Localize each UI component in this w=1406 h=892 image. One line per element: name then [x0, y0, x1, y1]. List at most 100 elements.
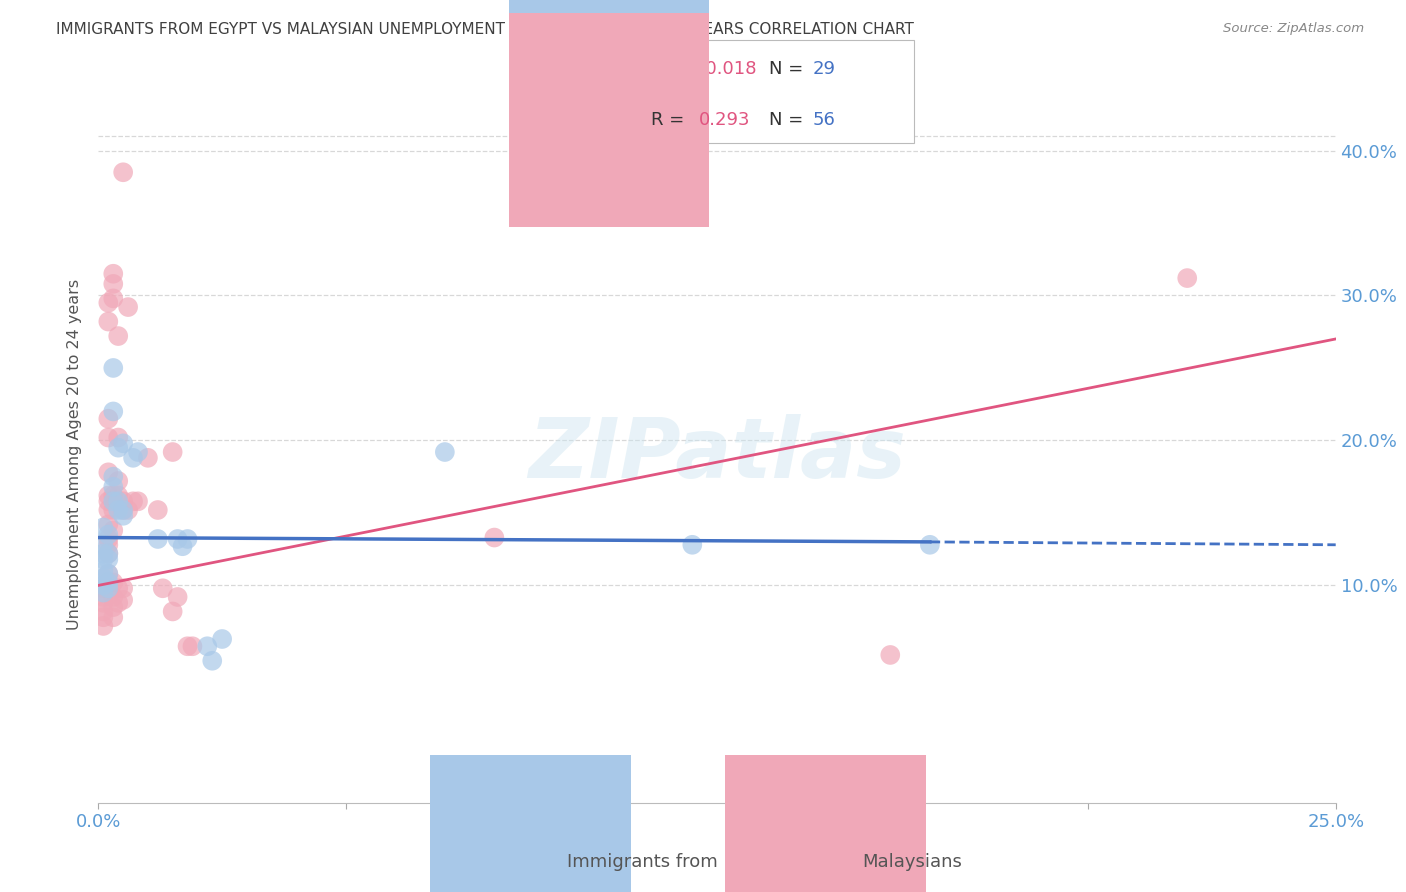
Point: [103, 469, 125, 483]
Point: [879, 648, 901, 662]
Point: [112, 503, 135, 517]
Point: [107, 430, 129, 444]
Point: [1175, 271, 1198, 285]
Point: [195, 639, 218, 653]
Point: [93, 582, 115, 596]
Text: 0.293: 0.293: [699, 112, 751, 129]
Y-axis label: Unemployment Among Ages 20 to 24 years: Unemployment Among Ages 20 to 24 years: [67, 279, 83, 631]
Point: [211, 632, 233, 646]
Point: [103, 277, 125, 291]
Point: [103, 590, 125, 604]
Point: [97, 582, 120, 596]
Point: [93, 590, 115, 604]
Point: [146, 532, 169, 546]
Point: [918, 538, 941, 552]
Point: [93, 546, 115, 561]
Text: N =: N =: [769, 112, 808, 129]
Point: [97, 552, 120, 566]
Point: [103, 503, 125, 517]
Point: [107, 503, 129, 517]
Point: [97, 546, 120, 561]
Point: [93, 564, 115, 578]
Point: [97, 546, 120, 561]
Point: [112, 592, 135, 607]
Point: [176, 639, 198, 653]
Text: Immigrants from Egypt: Immigrants from Egypt: [567, 853, 775, 871]
Point: [97, 566, 120, 581]
Point: [172, 539, 194, 553]
Point: [103, 361, 125, 376]
Point: [97, 527, 120, 541]
Point: [97, 538, 120, 552]
Point: [103, 404, 125, 418]
Point: [97, 489, 120, 503]
Point: [484, 531, 506, 545]
Point: [166, 532, 188, 546]
Point: [166, 590, 188, 604]
Point: [103, 600, 125, 615]
Point: [107, 329, 129, 343]
Text: ZIPatlas: ZIPatlas: [529, 415, 905, 495]
Text: -0.018: -0.018: [699, 60, 756, 78]
Point: [93, 520, 115, 534]
Point: [93, 605, 115, 619]
Point: [97, 566, 120, 581]
Point: [97, 532, 120, 546]
Point: [107, 582, 129, 596]
Text: R =: R =: [651, 112, 696, 129]
Point: [93, 552, 115, 566]
Point: [103, 267, 125, 281]
Point: [146, 503, 169, 517]
Text: 56: 56: [813, 112, 835, 129]
Point: [152, 582, 174, 596]
Text: R =: R =: [651, 60, 690, 78]
Point: [93, 596, 115, 610]
Point: [107, 494, 129, 508]
Point: [176, 532, 198, 546]
Point: [433, 445, 456, 459]
Point: [103, 489, 125, 503]
Point: [93, 610, 115, 624]
Point: [97, 494, 120, 508]
Point: [112, 436, 135, 450]
Point: [112, 508, 135, 523]
Text: Malaysians: Malaysians: [862, 853, 962, 871]
Point: [117, 503, 139, 517]
Point: [136, 450, 159, 465]
Text: Source: ZipAtlas.com: Source: ZipAtlas.com: [1223, 22, 1364, 36]
Point: [107, 489, 129, 503]
Point: [103, 610, 125, 624]
Point: [181, 639, 204, 653]
Text: IMMIGRANTS FROM EGYPT VS MALAYSIAN UNEMPLOYMENT AMONG AGES 20 TO 24 YEARS CORREL: IMMIGRANTS FROM EGYPT VS MALAYSIAN UNEMP…: [56, 22, 914, 37]
Point: [103, 480, 125, 494]
Point: [97, 411, 120, 425]
Point: [103, 523, 125, 537]
Text: 29: 29: [813, 60, 835, 78]
Text: N =: N =: [769, 60, 808, 78]
Point: [112, 503, 135, 517]
Point: [122, 450, 145, 465]
Point: [103, 575, 125, 590]
Point: [93, 578, 115, 592]
Point: [97, 430, 120, 444]
Point: [162, 605, 184, 619]
Point: [127, 494, 149, 508]
Point: [97, 315, 120, 329]
Point: [97, 503, 120, 517]
Point: [681, 538, 703, 552]
Point: [117, 300, 139, 314]
Point: [97, 575, 120, 590]
Point: [201, 654, 224, 668]
Point: [93, 538, 115, 552]
Point: [93, 585, 115, 599]
Point: [103, 291, 125, 305]
Point: [112, 494, 135, 508]
Point: [107, 474, 129, 488]
Point: [127, 445, 149, 459]
Point: [162, 445, 184, 459]
Point: [97, 295, 120, 310]
Point: [97, 575, 120, 590]
Point: [122, 494, 145, 508]
Point: [93, 619, 115, 633]
Point: [93, 571, 115, 585]
